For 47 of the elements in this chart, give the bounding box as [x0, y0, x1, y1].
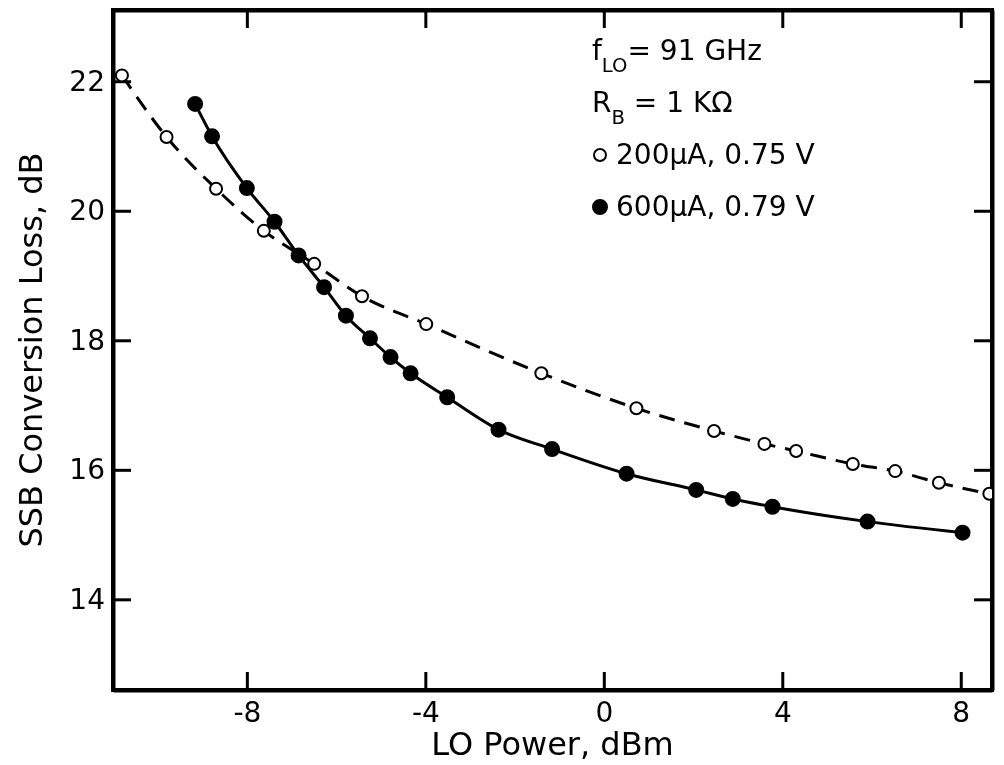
annotation: R$_{B}$ = 1 KΩ — [592, 86, 733, 129]
point — [187, 95, 204, 112]
legend-label: 600μA, 0.79 V — [616, 190, 815, 223]
point — [845, 456, 860, 471]
point — [490, 421, 507, 438]
point — [954, 524, 971, 541]
point — [238, 180, 255, 197]
point — [859, 513, 876, 530]
point — [209, 181, 224, 196]
point — [114, 68, 129, 83]
point — [888, 464, 903, 479]
point — [724, 490, 741, 507]
point — [439, 389, 456, 406]
annotation: f$_{LO}$= 91 GHz — [592, 34, 762, 77]
point — [688, 481, 705, 498]
point — [931, 475, 946, 490]
x-tick-label: 4 — [773, 695, 792, 729]
x-tick-label: -8 — [233, 695, 262, 729]
point — [764, 498, 781, 515]
x-tick-label: 8 — [952, 695, 971, 729]
point — [337, 307, 354, 324]
point — [159, 129, 174, 144]
point — [204, 128, 221, 145]
y-tick-label: 22 — [69, 64, 105, 98]
point — [618, 465, 635, 482]
point — [266, 213, 283, 230]
point — [316, 279, 333, 296]
point — [354, 289, 369, 304]
y-tick-label: 18 — [69, 323, 105, 357]
y-tick-label: 20 — [69, 194, 105, 228]
point — [382, 349, 399, 366]
point — [544, 441, 561, 458]
point — [419, 317, 434, 332]
point — [534, 366, 549, 381]
point — [757, 436, 772, 451]
point — [629, 401, 644, 416]
point — [789, 444, 804, 459]
point — [707, 423, 722, 438]
point — [307, 256, 322, 271]
point — [290, 247, 307, 264]
point — [256, 223, 271, 238]
y-tick-label: 14 — [69, 582, 105, 616]
y-tick-label: 16 — [69, 453, 105, 487]
point — [362, 330, 379, 347]
legend-label: 200μA, 0.75 V — [616, 138, 815, 171]
y-axis-title: SSB Conversion Loss, dB — [12, 152, 50, 548]
point — [402, 365, 419, 382]
